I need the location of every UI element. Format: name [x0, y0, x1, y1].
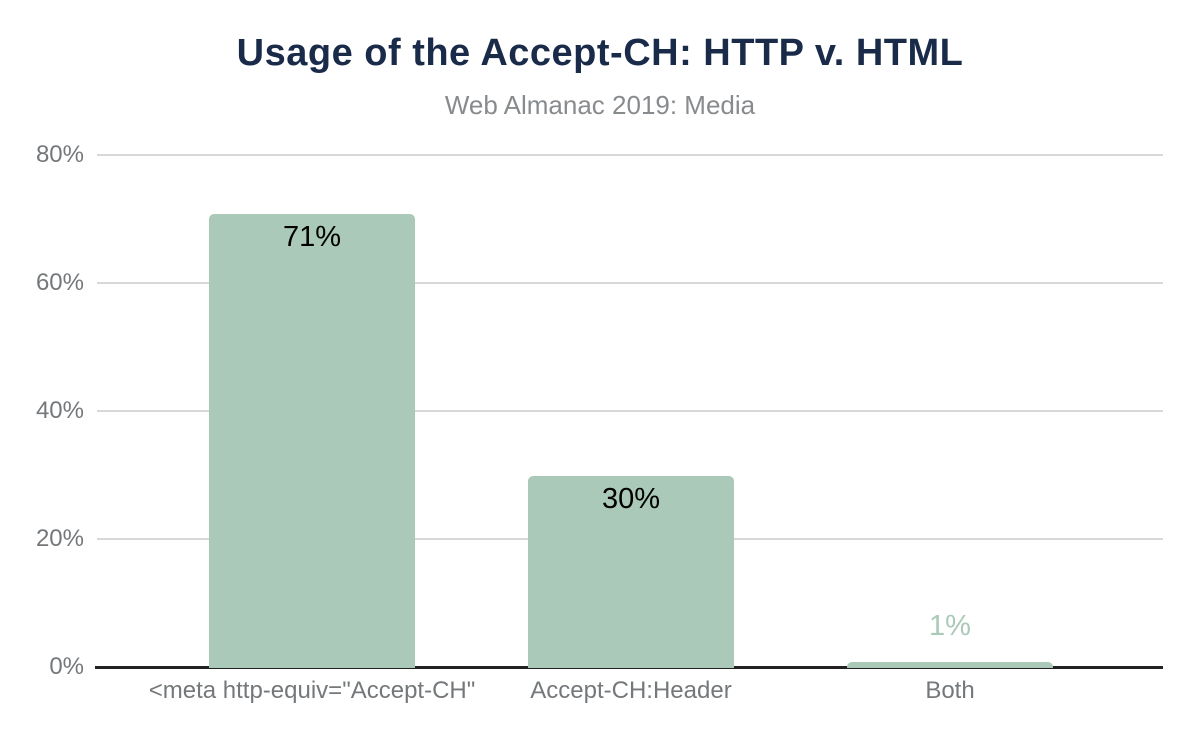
x-axis-category-label-2: Both: [925, 677, 975, 704]
x-axis-category-label-0: <meta http-equiv="Accept-CH": [148, 677, 476, 704]
chart-title: Usage of the Accept-CH: HTTP v. HTML: [236, 32, 964, 74]
value-label-1: 30%: [601, 483, 661, 515]
y-axis-tick-label: 40%: [35, 397, 84, 424]
y-axis-tick-label: 0%: [49, 653, 84, 680]
bar-1: [528, 476, 734, 668]
y-axis-tick-label: 80%: [35, 141, 84, 168]
value-label-2: 1%: [929, 609, 971, 642]
value-label-0: 71%: [282, 220, 342, 253]
gridline-80: [97, 154, 1163, 156]
x-axis-category-label-1: Accept-CH:Header: [530, 677, 732, 704]
gridline-60: [97, 282, 1163, 284]
bar-0: [209, 213, 415, 668]
y-axis-tick-label: 60%: [35, 269, 84, 296]
plot-area: 71% <meta http-equiv="Accept-CH" 30% Accept…: [95, 154, 1163, 704]
chart-subtitle: Web Almanac 2019: Media: [444, 90, 756, 120]
gridline-40: [97, 410, 1163, 412]
bar-2: [847, 661, 1053, 668]
y-axis-tick-label: 20%: [35, 525, 84, 552]
